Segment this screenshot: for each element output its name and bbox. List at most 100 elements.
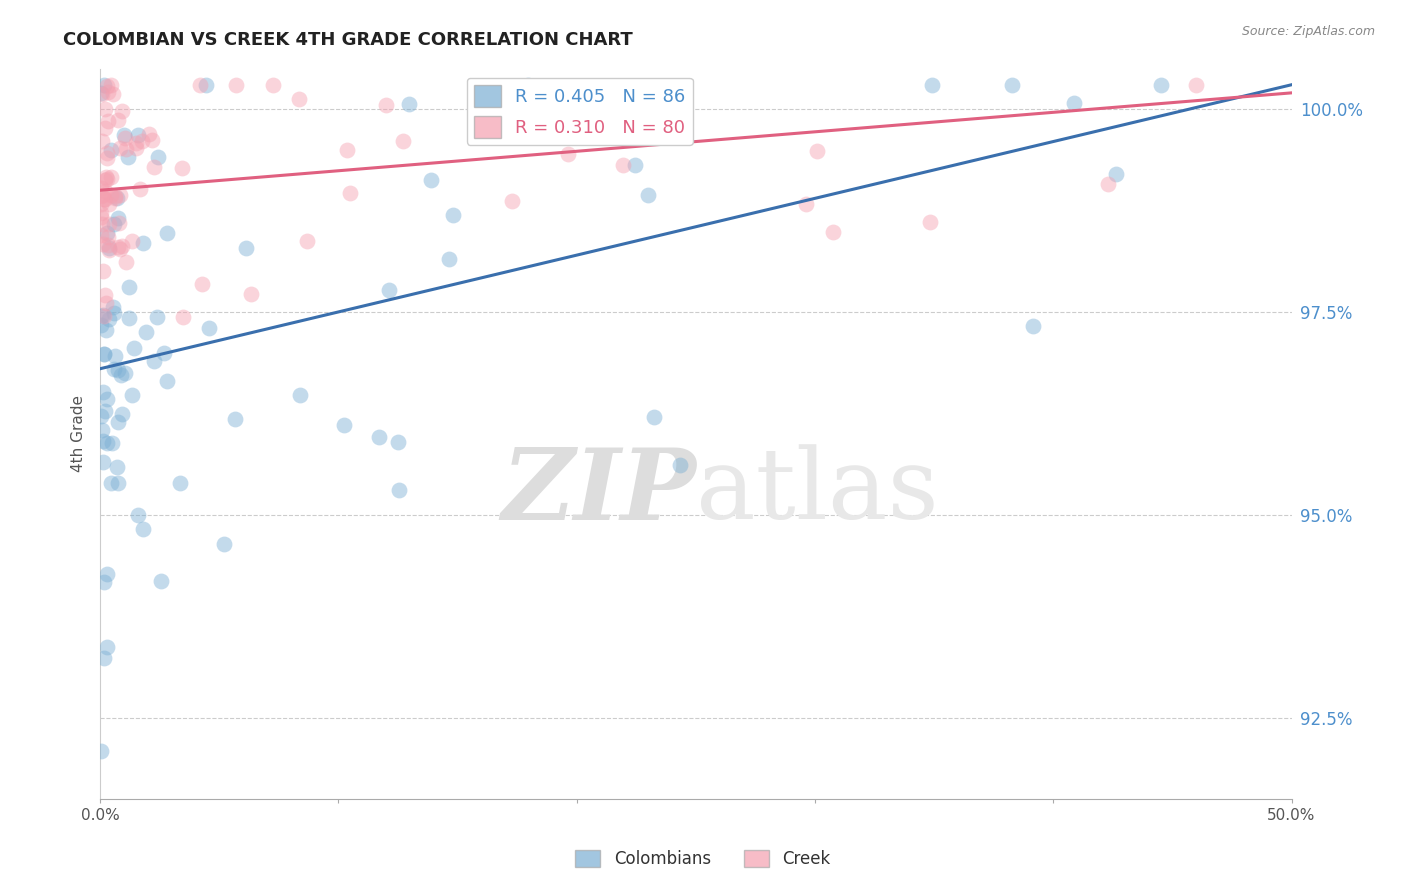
Point xyxy=(96,172,118,186)
Point xyxy=(93,346,115,360)
Point xyxy=(388,483,411,498)
Point xyxy=(97,217,120,231)
Point xyxy=(91,217,114,231)
Legend: R = 0.405   N = 86, R = 0.310   N = 80: R = 0.405 N = 86, R = 0.310 N = 80 xyxy=(467,78,693,145)
Point xyxy=(107,475,129,490)
Point xyxy=(93,287,115,301)
Point xyxy=(336,143,359,157)
Point xyxy=(918,215,941,229)
Point xyxy=(367,429,389,443)
Point xyxy=(96,640,118,655)
Point xyxy=(141,133,163,147)
Point xyxy=(107,191,129,205)
Point xyxy=(91,237,114,252)
Point xyxy=(100,144,122,158)
Point xyxy=(122,341,145,355)
Point xyxy=(94,102,117,116)
Point xyxy=(1150,78,1173,92)
Point xyxy=(93,347,115,361)
Point xyxy=(398,97,420,112)
Point xyxy=(112,128,135,142)
Point xyxy=(643,410,665,425)
Point xyxy=(114,254,136,268)
Point xyxy=(516,78,538,92)
Point xyxy=(96,79,118,94)
Point xyxy=(100,78,122,92)
Point xyxy=(103,362,125,376)
Point xyxy=(94,120,117,135)
Point xyxy=(419,173,441,187)
Point xyxy=(146,150,169,164)
Point xyxy=(1097,178,1119,192)
Point xyxy=(115,142,138,156)
Point xyxy=(557,146,579,161)
Point xyxy=(1185,78,1208,92)
Point xyxy=(121,235,143,249)
Point xyxy=(118,280,141,294)
Point xyxy=(114,130,136,145)
Point xyxy=(96,566,118,581)
Point xyxy=(131,134,153,148)
Point xyxy=(127,128,149,142)
Point xyxy=(90,189,112,203)
Point xyxy=(101,87,124,101)
Point xyxy=(387,435,409,450)
Point xyxy=(669,458,692,473)
Point xyxy=(105,460,128,475)
Point xyxy=(125,136,148,150)
Point xyxy=(97,311,120,326)
Point xyxy=(146,310,169,324)
Point xyxy=(637,187,659,202)
Point xyxy=(90,318,112,333)
Point xyxy=(96,392,118,406)
Point xyxy=(129,182,152,196)
Point xyxy=(225,78,247,92)
Point xyxy=(117,310,139,325)
Point xyxy=(288,92,311,106)
Point xyxy=(612,158,634,172)
Point xyxy=(794,197,817,211)
Point xyxy=(91,434,114,449)
Point xyxy=(97,243,120,257)
Point xyxy=(91,87,114,101)
Point xyxy=(214,537,236,551)
Point xyxy=(96,296,118,310)
Point xyxy=(104,349,127,363)
Point xyxy=(101,300,124,314)
Point xyxy=(108,141,131,155)
Point xyxy=(153,345,176,359)
Point xyxy=(194,78,217,92)
Point xyxy=(111,103,134,118)
Point xyxy=(90,228,112,243)
Point xyxy=(239,287,262,301)
Point xyxy=(103,306,125,320)
Point xyxy=(90,206,112,220)
Point xyxy=(135,326,157,340)
Point xyxy=(91,134,114,148)
Point xyxy=(392,134,415,148)
Point xyxy=(170,161,193,175)
Point xyxy=(131,236,153,251)
Point xyxy=(93,308,115,322)
Point xyxy=(110,368,132,382)
Point xyxy=(90,197,112,211)
Point xyxy=(97,237,120,252)
Point xyxy=(132,522,155,536)
Point xyxy=(198,321,221,335)
Point xyxy=(921,78,943,92)
Point xyxy=(94,173,117,187)
Point xyxy=(100,170,122,185)
Point xyxy=(108,187,131,202)
Point xyxy=(91,263,114,277)
Point xyxy=(378,283,401,297)
Point xyxy=(97,196,120,211)
Point xyxy=(108,243,131,257)
Point xyxy=(104,189,127,203)
Point xyxy=(93,192,115,206)
Point xyxy=(156,226,179,240)
Point xyxy=(107,415,129,429)
Point xyxy=(288,388,311,402)
Point xyxy=(143,160,166,174)
Text: atlas: atlas xyxy=(696,444,939,540)
Point xyxy=(94,323,117,337)
